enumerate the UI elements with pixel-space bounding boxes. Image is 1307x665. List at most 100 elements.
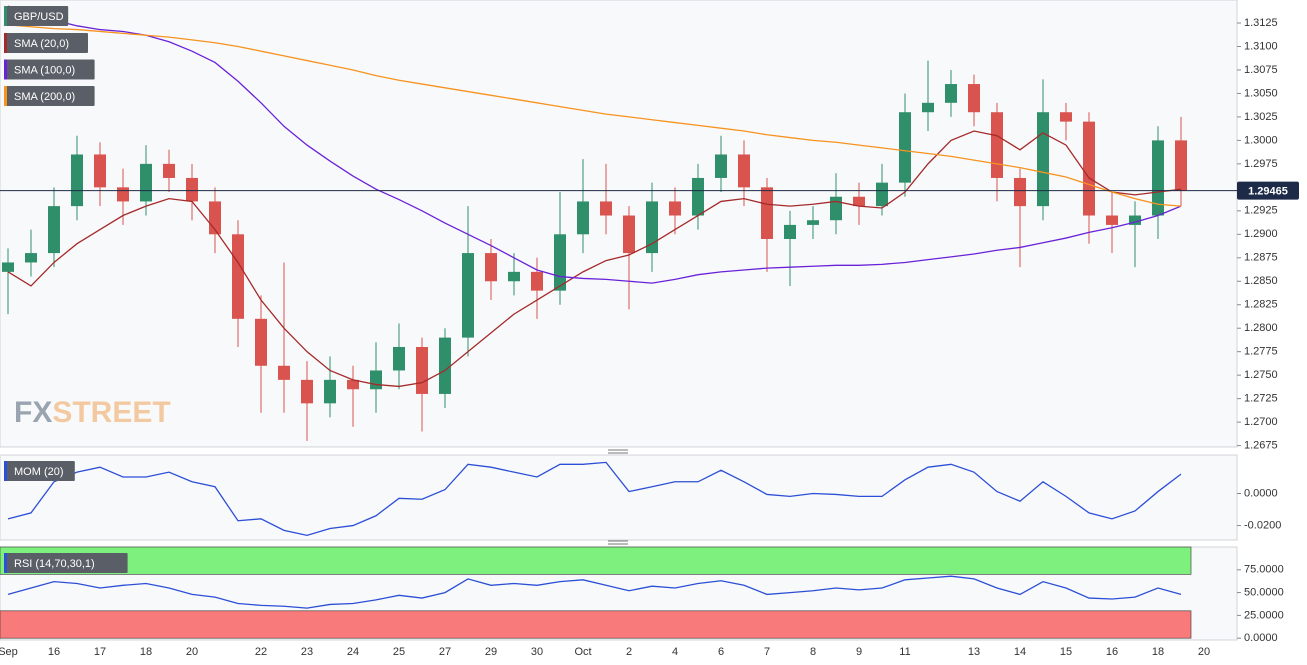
series-line	[7, 461, 1182, 537]
legend-box	[4, 59, 95, 80]
candle-body	[853, 196, 865, 207]
legend-entry: SMA (20,0)	[4, 33, 88, 53]
last-price-box	[1237, 181, 1299, 200]
legend-label: SMA (200,0)	[14, 91, 75, 103]
legend-swatch	[4, 461, 7, 481]
x-tick-label: 30	[531, 646, 543, 658]
x-tick-label: 15	[1060, 646, 1072, 658]
x-tick-label: 22	[255, 646, 267, 658]
y-tick-label: 1.2925	[1244, 205, 1278, 217]
legend-swatch	[4, 553, 7, 573]
legend-label: RSI (14,70,30,1)	[14, 558, 95, 570]
candle-body	[876, 182, 888, 207]
candle-body	[232, 234, 244, 319]
candle-body	[370, 370, 382, 390]
candle-body	[991, 112, 1003, 178]
y-tick-label: 1.2875	[1244, 252, 1278, 264]
candle-body	[600, 201, 612, 216]
candle-body	[968, 84, 980, 113]
legend-box	[4, 553, 128, 573]
candle-body	[508, 271, 520, 282]
candle-body	[439, 337, 451, 394]
x-tick-label: 8	[810, 646, 816, 658]
y-tick-label: 1.2975	[1244, 158, 1278, 170]
legend-label: GBP/USD	[14, 11, 64, 23]
candle-body	[945, 84, 957, 103]
main-panel	[0, 0, 1238, 448]
y-tick-label: 1.2675	[1244, 439, 1278, 451]
legend-entry: MOM (20)	[4, 461, 75, 481]
watermark-street: STREET	[52, 396, 170, 429]
band	[0, 546, 1192, 575]
candle-body	[1014, 177, 1026, 207]
x-tick-label: 17	[94, 646, 106, 658]
candle-body	[646, 201, 658, 254]
x-tick-label: 29	[485, 646, 497, 658]
panel-grip[interactable]	[608, 449, 628, 545]
legend-entry: RSI (14,70,30,1)	[4, 553, 128, 573]
candle-body	[1106, 215, 1118, 225]
x-tick-label: Oct	[574, 646, 591, 658]
x-tick-label: 2	[626, 646, 632, 658]
watermark-fx: FX	[14, 396, 52, 429]
y-tick-label: 1.3000	[1244, 134, 1278, 146]
candle-body	[830, 196, 842, 221]
candle-body	[1083, 121, 1095, 216]
x-tick-label: 14	[1014, 646, 1026, 658]
legend-box	[4, 33, 88, 53]
series-line	[7, 24, 1182, 207]
x-tick-label: 9	[856, 646, 862, 658]
candle-body	[278, 365, 290, 380]
x-tick-label: 11	[899, 646, 910, 658]
band	[0, 610, 1192, 639]
candle-body	[2, 262, 14, 272]
y-tick-label: 1.3025	[1244, 111, 1278, 123]
y-tick-label: 1.2825	[1244, 299, 1278, 311]
y-tick-label: 50.0000	[1244, 586, 1284, 598]
x-tick-label: 18	[140, 646, 152, 658]
candle-body	[117, 187, 129, 202]
y-tick-label: 75.0000	[1244, 564, 1284, 576]
candle-body	[416, 346, 428, 394]
candle-body	[623, 215, 635, 254]
legend-box	[4, 86, 95, 106]
candle-body	[577, 201, 589, 235]
x-tick-label: 24	[347, 646, 359, 658]
y-tick-label: 1.3050	[1244, 87, 1278, 99]
candle-body	[715, 154, 727, 178]
candle-body	[393, 346, 405, 371]
x-tick-label: 16	[48, 646, 60, 658]
series-line	[7, 5, 1182, 284]
x-tick-label: 20	[1198, 646, 1210, 658]
candle-body	[738, 154, 750, 188]
candle-body	[784, 224, 796, 239]
legend-swatch	[4, 6, 7, 26]
x-tick-label: 16	[1106, 646, 1118, 658]
y-tick-label: 1.3100	[1244, 40, 1278, 52]
legend-box	[4, 6, 69, 26]
candle-body	[1175, 140, 1187, 191]
candle-body	[71, 154, 83, 207]
candle-body	[324, 379, 336, 404]
y-tick-label: 1.2700	[1244, 416, 1278, 428]
legend-entry: SMA (100,0)	[4, 59, 95, 80]
candle-body	[531, 271, 543, 291]
candle-body	[669, 201, 681, 216]
y-tick-label: 0.0000	[1244, 632, 1278, 644]
legend-swatch	[4, 86, 7, 106]
candle-body	[462, 253, 474, 338]
x-tick-label: 27	[439, 646, 451, 658]
legend-label: SMA (20,0)	[14, 38, 69, 50]
candle-body	[255, 318, 267, 366]
y-tick-label: 1.2850	[1244, 275, 1278, 287]
legend-swatch	[4, 59, 7, 80]
y-tick-label: 1.3075	[1244, 64, 1278, 76]
mom-panel	[0, 454, 1238, 541]
candle-body	[554, 234, 566, 291]
candle-body	[922, 102, 934, 113]
y-tick-label: 1.2725	[1244, 393, 1278, 405]
legend-entry: SMA (200,0)	[4, 86, 95, 106]
x-tick-label: Sep	[0, 646, 18, 658]
